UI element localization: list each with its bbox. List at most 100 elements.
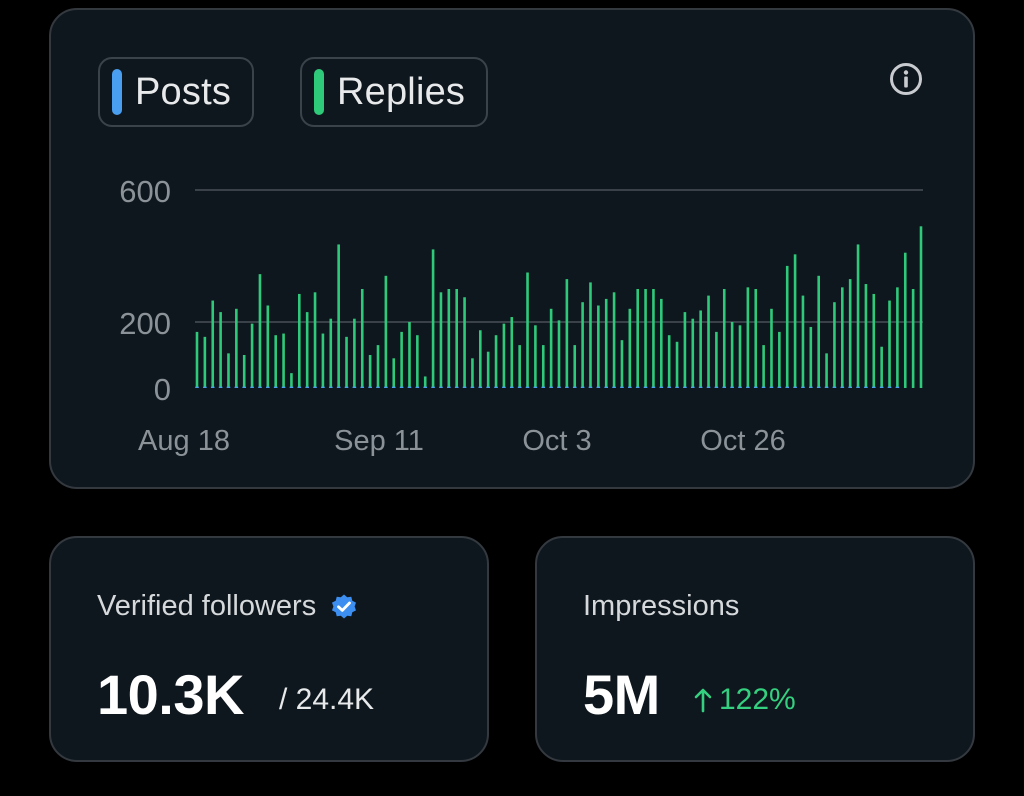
- posts-bar[interactable]: [509, 386, 514, 388]
- replies-bar[interactable]: [667, 335, 671, 388]
- posts-bar[interactable]: [321, 386, 325, 388]
- replies-bar[interactable]: [290, 373, 293, 388]
- posts-bar[interactable]: [486, 386, 490, 388]
- replies-bar[interactable]: [266, 305, 270, 389]
- posts-bar[interactable]: [454, 386, 459, 388]
- legend-posts-toggle[interactable]: Posts: [98, 57, 254, 127]
- replies-bar[interactable]: [754, 289, 758, 388]
- replies-bar[interactable]: [864, 284, 868, 388]
- posts-bar[interactable]: [809, 386, 813, 388]
- posts-bar[interactable]: [730, 386, 734, 388]
- replies-bar[interactable]: [502, 323, 506, 388]
- replies-bar[interactable]: [274, 335, 277, 388]
- posts-bar[interactable]: [242, 386, 247, 388]
- replies-bar[interactable]: [439, 292, 443, 388]
- posts-bar[interactable]: [210, 386, 215, 388]
- posts-bar[interactable]: [604, 386, 609, 388]
- posts-bar[interactable]: [840, 386, 845, 388]
- posts-bar[interactable]: [439, 386, 443, 388]
- posts-bar[interactable]: [572, 386, 577, 388]
- posts-bar[interactable]: [596, 386, 601, 388]
- replies-bar[interactable]: [589, 282, 592, 388]
- replies-bar[interactable]: [400, 331, 403, 388]
- posts-bar[interactable]: [651, 386, 656, 388]
- replies-bar[interactable]: [455, 289, 458, 388]
- legend-replies-toggle[interactable]: Replies: [300, 57, 488, 127]
- replies-bar[interactable]: [872, 293, 876, 388]
- posts-bar[interactable]: [447, 386, 451, 388]
- posts-bar[interactable]: [391, 386, 396, 388]
- replies-bar[interactable]: [801, 295, 805, 388]
- posts-bar[interactable]: [643, 386, 648, 388]
- posts-bar[interactable]: [344, 386, 349, 388]
- replies-bar[interactable]: [353, 318, 356, 388]
- posts-bar[interactable]: [305, 386, 309, 388]
- replies-bar[interactable]: [447, 289, 451, 388]
- posts-bar[interactable]: [722, 386, 727, 388]
- replies-bar[interactable]: [793, 254, 797, 388]
- posts-bar[interactable]: [431, 386, 435, 388]
- posts-bar[interactable]: [423, 386, 428, 388]
- impressions-card[interactable]: Impressions 5M 122%: [535, 536, 975, 762]
- posts-bar[interactable]: [281, 386, 286, 388]
- replies-bar[interactable]: [486, 351, 490, 388]
- posts-bar[interactable]: [824, 386, 829, 388]
- replies-bar[interactable]: [604, 298, 608, 388]
- posts-bar[interactable]: [816, 386, 821, 388]
- replies-bar[interactable]: [479, 330, 482, 388]
- replies-bar[interactable]: [360, 289, 364, 388]
- posts-bar[interactable]: [895, 386, 900, 388]
- posts-bar[interactable]: [328, 386, 333, 388]
- posts-bar[interactable]: [706, 386, 711, 388]
- replies-bar[interactable]: [691, 318, 695, 388]
- posts-bar[interactable]: [234, 386, 239, 388]
- posts-bar[interactable]: [399, 386, 404, 388]
- replies-bar[interactable]: [919, 226, 923, 388]
- posts-bar[interactable]: [407, 386, 412, 388]
- posts-bar[interactable]: [635, 386, 640, 388]
- posts-bar[interactable]: [273, 386, 278, 388]
- posts-bar[interactable]: [777, 386, 782, 388]
- posts-bar[interactable]: [478, 386, 483, 388]
- replies-bar[interactable]: [848, 279, 852, 388]
- posts-bar[interactable]: [258, 386, 262, 388]
- replies-bar[interactable]: [612, 292, 616, 388]
- replies-bar[interactable]: [471, 358, 474, 388]
- posts-bar[interactable]: [690, 386, 695, 388]
- replies-bar[interactable]: [888, 300, 891, 388]
- replies-bar[interactable]: [636, 289, 639, 388]
- replies-bar[interactable]: [258, 274, 262, 388]
- replies-bar[interactable]: [526, 272, 529, 389]
- replies-bar[interactable]: [817, 275, 820, 388]
- replies-bar[interactable]: [541, 345, 545, 388]
- replies-bar[interactable]: [337, 244, 340, 388]
- replies-bar[interactable]: [597, 305, 600, 389]
- posts-bar[interactable]: [195, 386, 199, 388]
- replies-bar[interactable]: [660, 298, 663, 388]
- posts-bar[interactable]: [336, 386, 341, 388]
- posts-bar[interactable]: [203, 386, 207, 388]
- posts-bar[interactable]: [588, 386, 593, 388]
- posts-bar[interactable]: [761, 386, 766, 388]
- replies-bar[interactable]: [565, 279, 569, 388]
- posts-bar[interactable]: [541, 386, 546, 388]
- replies-bar[interactable]: [620, 340, 624, 388]
- posts-bar[interactable]: [352, 386, 357, 388]
- replies-bar[interactable]: [652, 289, 655, 388]
- replies-bar[interactable]: [510, 317, 514, 388]
- posts-bar[interactable]: [801, 386, 805, 388]
- posts-bar[interactable]: [494, 386, 498, 388]
- posts-bar[interactable]: [360, 386, 365, 388]
- posts-bar[interactable]: [470, 386, 475, 388]
- posts-bar[interactable]: [675, 386, 679, 388]
- replies-bar[interactable]: [203, 336, 207, 388]
- replies-bar[interactable]: [534, 325, 537, 388]
- replies-bar[interactable]: [896, 287, 899, 388]
- verified-followers-card[interactable]: Verified followers 10.3K / 24.4K: [49, 536, 489, 762]
- replies-bar[interactable]: [408, 322, 411, 388]
- replies-bar[interactable]: [298, 293, 301, 388]
- replies-bar[interactable]: [211, 300, 215, 388]
- replies-bar[interactable]: [219, 312, 222, 388]
- replies-bar[interactable]: [305, 312, 309, 388]
- replies-bar[interactable]: [321, 333, 325, 388]
